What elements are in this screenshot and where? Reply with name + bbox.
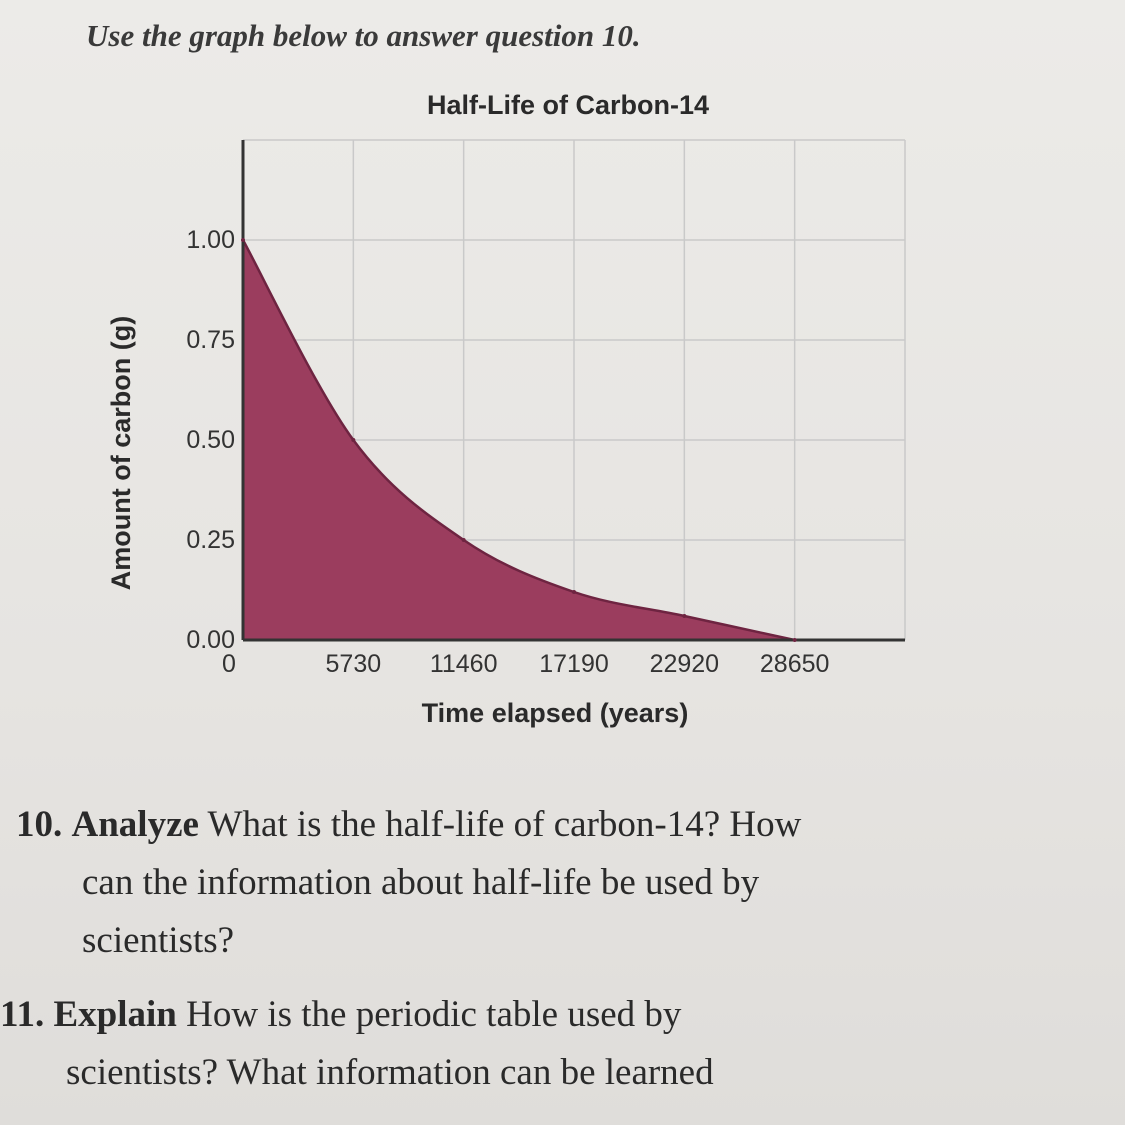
x-tick-label: 11460: [430, 650, 498, 678]
question-10-line-1: 10. Analyze What is the half-life of car…: [16, 796, 976, 854]
data-point: [241, 238, 245, 242]
question-11-keyword: Explain: [53, 994, 177, 1035]
question-10-text-3: scientists?: [82, 920, 235, 961]
question-10-keyword: Analyze: [71, 804, 199, 845]
question-11-text-2: scientists? What information can be lear…: [66, 1052, 714, 1093]
half-life-chart: Half-Life of Carbon-14 0.00 0.25 0.50 0.75 1…: [106, 90, 906, 728]
y-tick-label: 0.75: [186, 326, 235, 354]
chart-title: Half-Life of Carbon-14: [427, 90, 709, 120]
data-point: [792, 638, 797, 642]
x-tick-label: 5730: [326, 650, 382, 678]
data-point: [572, 590, 576, 594]
question-11-text-1: How is the periodic table used by: [186, 994, 682, 1035]
instruction-text: Use the graph below to answer question 1…: [86, 18, 641, 53]
question-10-number: 10.: [16, 804, 63, 845]
x-tick-label: 0: [222, 650, 236, 678]
y-axis-label: Amount of carbon (g): [106, 316, 136, 590]
data-point: [351, 438, 356, 442]
x-tick-label: 28650: [760, 650, 830, 678]
data-points: [241, 238, 797, 642]
question-10-text-2: can the information about half-life be u…: [82, 862, 760, 903]
y-tick-labels: 0.00 0.25 0.50 0.75 1.00: [186, 226, 235, 654]
y-tick-label: 1.00: [186, 226, 235, 254]
y-tick-label: 0.00: [186, 626, 235, 654]
data-point: [682, 614, 687, 618]
question-11-number: 11.: [0, 994, 45, 1035]
y-tick-label: 0.50: [186, 426, 235, 454]
question-10-text-1: What is the half-life of carbon-14? How: [207, 804, 802, 845]
question-11-line-1: 11. Explain How is the periodic table us…: [0, 986, 980, 1044]
x-tick-label: 22920: [650, 650, 720, 678]
question-11: 11. Explain How is the periodic table us…: [0, 986, 980, 1102]
question-10: 10. Analyze What is the half-life of car…: [16, 796, 976, 970]
y-tick-label: 0.25: [186, 526, 235, 554]
decay-area: [243, 240, 795, 640]
data-point: [461, 538, 466, 542]
x-tick-labels: 0 5730 11460 17190 22920 28650: [222, 650, 829, 678]
x-tick-label: 17190: [539, 650, 609, 678]
x-axis-label: Time elapsed (years): [422, 698, 689, 728]
